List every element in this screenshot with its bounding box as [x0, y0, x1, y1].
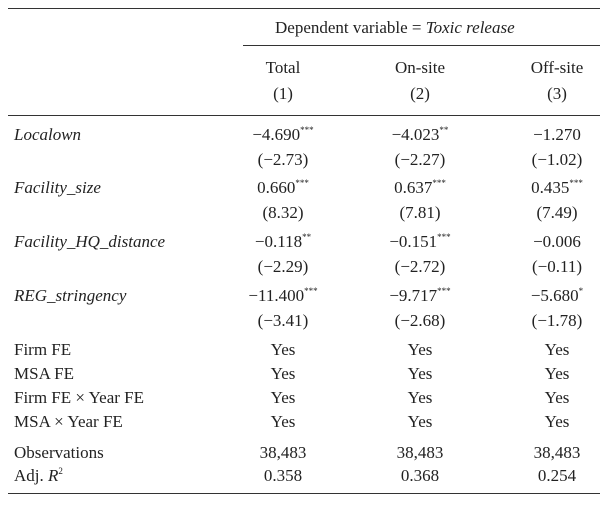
- dependent-name: Toxic release: [425, 18, 515, 37]
- t-statistic: (−2.29): [257, 257, 309, 276]
- significance-stars: ***: [437, 232, 451, 242]
- fixed-effect-name: MSA × Year FE: [14, 412, 123, 431]
- coefficient-value: 0.435: [531, 178, 570, 197]
- column-name: On-site: [394, 58, 446, 77]
- t-statistic: (−2.73): [257, 150, 309, 169]
- significance-stars: ***: [295, 178, 309, 188]
- coefficient: −0.006: [492, 232, 608, 252]
- t-statistic: (7.49): [536, 203, 578, 222]
- fixed-effect-value: Yes: [270, 388, 296, 407]
- significance-stars: ***: [300, 125, 314, 135]
- stat-name: Adj. R2: [14, 466, 63, 486]
- t-statistic: (−0.11): [531, 257, 583, 276]
- stat-value: 0.358: [263, 466, 303, 485]
- t-statistic: (−2.27): [394, 150, 446, 169]
- coefficient-value: −0.151: [389, 232, 438, 251]
- t-statistic: (8.32): [262, 203, 304, 222]
- coefficient: −4.023**: [355, 125, 485, 145]
- column-name: Total: [265, 58, 301, 77]
- fixed-effect-name: MSA FE: [14, 364, 74, 383]
- significance-stars: ***: [569, 178, 583, 188]
- coefficient-value: −0.118: [254, 232, 303, 251]
- coefficient-value: 0.660: [257, 178, 296, 197]
- fixed-effect-value: Yes: [544, 340, 570, 359]
- coefficient-value: −11.400: [248, 286, 305, 305]
- coefficient-value: −5.680: [530, 286, 579, 305]
- coefficient: −11.400***: [218, 286, 348, 306]
- column-number: (2): [410, 84, 430, 103]
- fixed-effect-value: Yes: [407, 412, 433, 431]
- coefficient: −1.270: [492, 125, 608, 145]
- coefficient-value: −4.690: [252, 125, 301, 144]
- stat-value: 0.368: [400, 466, 440, 485]
- significance-stars: ***: [432, 178, 446, 188]
- stat-label: Observations: [14, 443, 104, 462]
- t-statistic: (−2.72): [394, 257, 446, 276]
- fixed-effect-value: Yes: [544, 412, 570, 431]
- coefficient: 0.435***: [492, 178, 608, 198]
- stat-value: 0.254: [537, 466, 577, 485]
- stat-value: 38,483: [533, 443, 581, 462]
- t-statistic: (7.81): [399, 203, 441, 222]
- coefficient: −0.118**: [218, 232, 348, 252]
- fixed-effect-name: Firm FE × Year FE: [14, 388, 145, 407]
- coefficient-value: −4.023: [391, 125, 440, 144]
- coefficient-value: −9.717: [389, 286, 438, 305]
- t-statistic: (−3.41): [257, 311, 309, 330]
- variable-name: Facility_HQ_distance: [14, 232, 166, 251]
- fixed-effect-value: Yes: [407, 388, 433, 407]
- fixed-effect-value: Yes: [270, 340, 296, 359]
- top-rule: [8, 8, 600, 9]
- significance-stars: ***: [304, 286, 318, 296]
- fixed-effect-value: Yes: [544, 364, 570, 383]
- coefficient-value: −1.270: [533, 125, 581, 144]
- stat-label: Adj.: [14, 466, 44, 485]
- coefficient: −0.151***: [355, 232, 485, 252]
- mid-rule: [8, 115, 600, 116]
- variable-name: Localown: [14, 125, 82, 144]
- t-statistic: (−2.68): [394, 311, 446, 330]
- stat-name: Observations: [14, 443, 104, 463]
- coefficient-value: −0.006: [533, 232, 581, 251]
- column-number: (1): [273, 84, 293, 103]
- coefficient: 0.637***: [355, 178, 485, 198]
- fixed-effect-value: Yes: [407, 340, 433, 359]
- fixed-effect-value: Yes: [544, 388, 570, 407]
- significance-stars: *: [578, 286, 584, 296]
- dependent-label: Dependent variable =: [275, 18, 422, 37]
- stat-value: 38,483: [259, 443, 307, 462]
- column-name: Off-site: [530, 58, 584, 77]
- fixed-effect-value: Yes: [270, 412, 296, 431]
- fixed-effect-name: Firm FE: [14, 340, 72, 359]
- significance-stars: ***: [437, 286, 451, 296]
- coefficient: 0.660***: [218, 178, 348, 198]
- coefficient: −9.717***: [355, 286, 485, 306]
- fixed-effect-value: Yes: [407, 364, 433, 383]
- stat-symbol: R: [48, 466, 59, 485]
- variable-name: Facility_size: [14, 178, 101, 197]
- column-number: (3): [547, 84, 567, 103]
- dependent-header: Dependent variable = Toxic release: [275, 18, 515, 38]
- coefficient: −5.680*: [492, 286, 608, 306]
- variable-name: REG_stringency: [14, 286, 127, 305]
- t-statistic: (−1.02): [531, 150, 583, 169]
- stat-superscript: 2: [58, 466, 63, 476]
- coefficient-value: 0.637: [394, 178, 433, 197]
- stat-value: 38,483: [396, 443, 444, 462]
- t-statistic: (−1.78): [531, 311, 583, 330]
- bottom-rule: [8, 493, 600, 494]
- coefficient: −4.690***: [218, 125, 348, 145]
- significance-stars: **: [439, 125, 449, 135]
- header-rule: [243, 45, 600, 46]
- fixed-effect-value: Yes: [270, 364, 296, 383]
- significance-stars: **: [302, 232, 312, 242]
